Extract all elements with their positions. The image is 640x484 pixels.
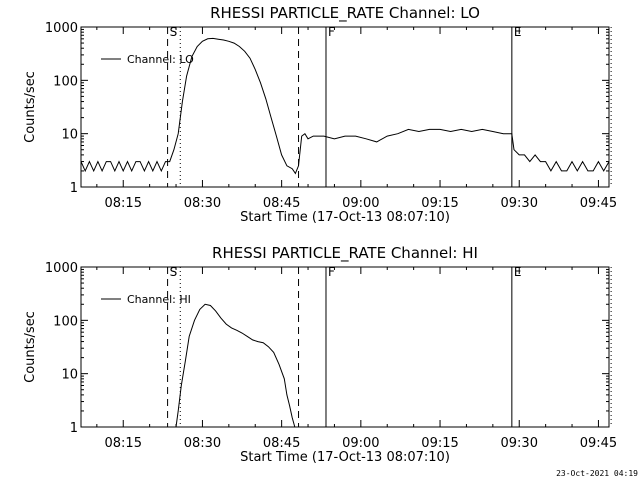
x-tick-label: 09:00 [342, 196, 379, 211]
x-tick-label: 09:30 [501, 196, 538, 211]
x-tick-label: 09:45 [580, 436, 617, 451]
y-tick-label: 10 [61, 368, 78, 383]
x-tick-label: 09:00 [342, 436, 379, 451]
x-tick-label: 08:15 [105, 196, 142, 211]
event-marker-label: F [328, 265, 335, 279]
x-axis-label: Start Time (17-Oct-13 08:07:10) [240, 450, 450, 465]
series-line [175, 303, 296, 428]
x-tick-label: 08:45 [263, 436, 300, 451]
event-marker-label: E [514, 265, 522, 279]
x-tick-label: 08:30 [184, 436, 221, 451]
y-tick-label: 1000 [45, 261, 78, 276]
chart-title: RHESSI PARTICLE_RATE Channel: LO [210, 4, 480, 23]
chart-panel-1: RHESSI PARTICLE_RATE Channel: LO 1 10 100 10… [23, 4, 617, 225]
event-marker-label: S [170, 265, 178, 279]
timestamp-label: 23-Oct-2021 04:19 [556, 469, 638, 478]
y-axis-label: Counts/sec [23, 311, 38, 383]
y-tick-label: 100 [53, 74, 78, 89]
y-tick-label: 100 [53, 314, 78, 329]
event-marker-label: F [328, 25, 335, 39]
x-tick-label: 09:15 [421, 436, 458, 451]
x-tick-label: 08:30 [184, 196, 221, 211]
y-tick-label: 10 [61, 128, 78, 143]
event-marker-label: E [514, 25, 522, 39]
y-tick-label: 1 [70, 421, 78, 436]
plot-frame [80, 26, 610, 188]
x-tick-label: 08:15 [105, 436, 142, 451]
event-marker-label: S [170, 25, 178, 39]
x-axis-label: Start Time (17-Oct-13 08:07:10) [240, 210, 450, 225]
y-axis-label: Counts/sec [23, 71, 38, 143]
y-tick-label: 1 [70, 181, 78, 196]
plot-frame [80, 266, 610, 428]
x-tick-label: 09:15 [421, 196, 458, 211]
x-tick-label: 09:45 [580, 196, 617, 211]
x-tick-label: 09:30 [501, 436, 538, 451]
y-tick-label: 1000 [45, 21, 78, 36]
x-tick-label: 08:45 [263, 196, 300, 211]
chart-title: RHESSI PARTICLE_RATE Channel: HI [212, 244, 478, 263]
legend-label: Channel: HI [127, 293, 191, 306]
chart-panel-2: RHESSI PARTICLE_RATE Channel: HI 1 10 100 10… [23, 244, 617, 465]
legend-label: Channel: LO [127, 53, 194, 66]
series-line [80, 37, 610, 175]
